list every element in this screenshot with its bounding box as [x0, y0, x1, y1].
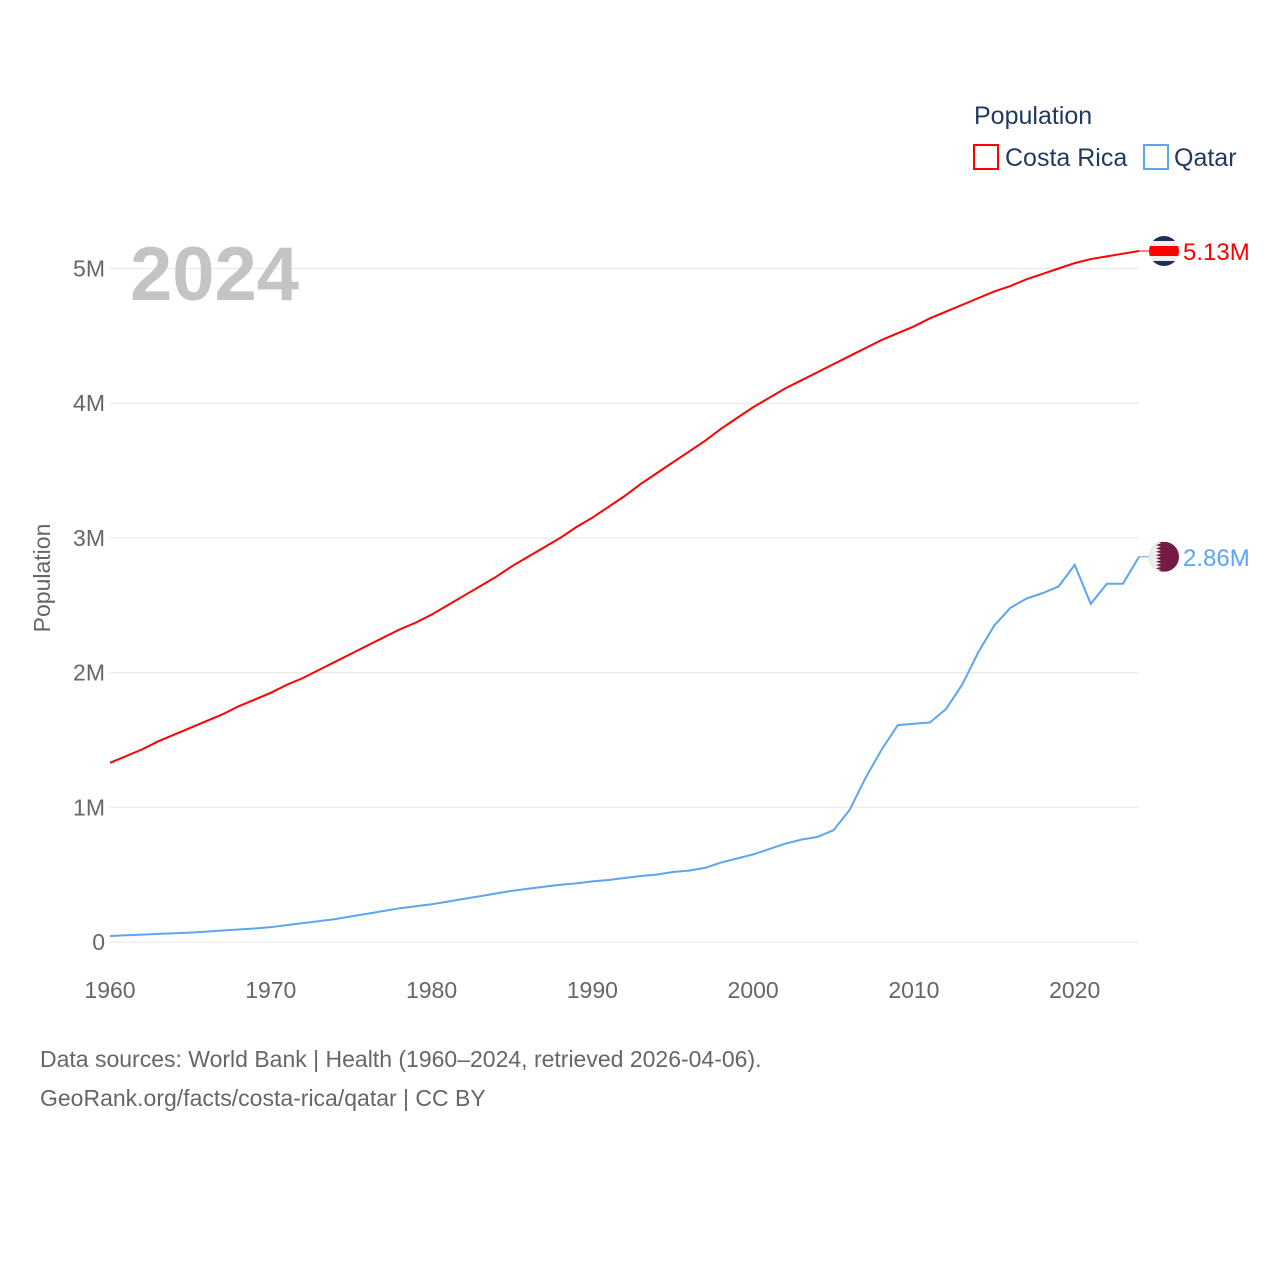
year-watermark: 2024	[130, 232, 299, 317]
x-tick-label: 1960	[84, 977, 135, 1003]
y-tick-label: 3M	[73, 525, 105, 551]
legend-label-costa-rica: Costa Rica	[1005, 144, 1127, 172]
legend-swatch-costa-rica	[973, 144, 999, 170]
footer-attribution[interactable]: GeoRank.org/facts/costa-rica/qatar | CC …	[40, 1085, 486, 1111]
series-lines	[109, 250, 1140, 937]
end-value-label-costa-rica: 5.13M	[1183, 239, 1250, 266]
end-value-label-qatar: 2.86M	[1183, 545, 1250, 572]
x-axis-ticks: 1960 1970 1980 1990 2000 2010 2020	[84, 977, 1100, 1003]
legend-swatch-qatar	[1143, 144, 1169, 170]
x-tick-label: 1970	[245, 977, 296, 1003]
qatar-flag-icon	[1149, 541, 1179, 572]
gridlines	[110, 268, 1139, 943]
legend-item-costa-rica[interactable]: Costa Rica	[973, 144, 1127, 172]
x-tick-label: 2010	[888, 977, 939, 1003]
legend-label-qatar: Qatar	[1174, 144, 1237, 172]
x-tick-label: 1990	[567, 977, 618, 1003]
y-tick-label: 1M	[73, 794, 105, 820]
y-axis-ticks: 0 1M 2M 3M 4M 5M	[73, 256, 105, 956]
footer-sources: Data sources: World Bank | Health (1960–…	[40, 1046, 762, 1072]
x-tick-label: 1980	[406, 977, 457, 1003]
y-axis-label: Population	[29, 524, 55, 633]
series-line-costa-rica	[109, 250, 1140, 764]
y-tick-label: 2M	[73, 660, 105, 686]
y-tick-label: 0	[92, 929, 105, 955]
y-tick-label: 4M	[73, 390, 105, 416]
legend: Population Costa Rica Qatar	[973, 102, 1237, 172]
x-tick-label: 2000	[728, 977, 779, 1003]
costa-rica-flag-icon	[1149, 235, 1179, 266]
y-tick-label: 5M	[73, 256, 105, 282]
end-labels: 5.13M 2.86M	[1139, 235, 1250, 572]
legend-title: Population	[974, 102, 1092, 130]
legend-item-qatar[interactable]: Qatar	[1143, 144, 1237, 172]
series-line-qatar	[109, 556, 1140, 937]
x-tick-label: 2020	[1049, 977, 1100, 1003]
